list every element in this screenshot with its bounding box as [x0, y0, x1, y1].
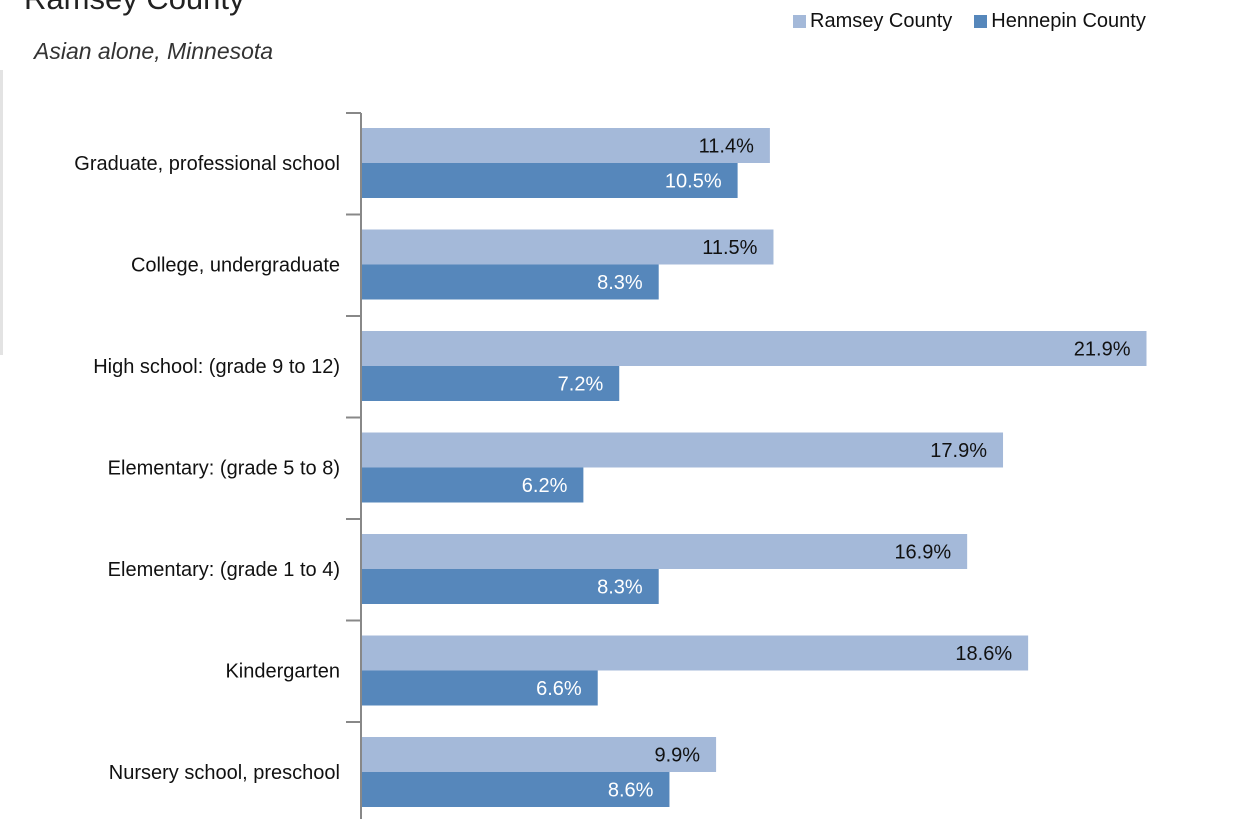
bar-ramsey-4 [361, 534, 968, 569]
category-label-5: Kindergarten [225, 661, 340, 683]
legend-swatch-ramsey [793, 15, 806, 28]
bar-ramsey-1 [361, 229, 774, 265]
value-label-ramsey-0: 11.4% [699, 136, 754, 158]
window-edge [0, 70, 3, 355]
category-label-3: Elementary: (grade 5 to 8) [108, 458, 340, 480]
bar-hennepin-0 [361, 163, 738, 198]
legend-entry-ramsey: Ramsey County [793, 10, 952, 33]
bar-hennepin-4 [361, 569, 659, 604]
bar-ramsey-3 [361, 432, 1004, 468]
value-label-ramsey-4: 16.9% [894, 542, 951, 564]
legend-label-hennepin: Hennepin County [991, 10, 1146, 32]
legend-label-ramsey: Ramsey County [810, 10, 953, 32]
bar-hennepin-3 [361, 467, 584, 503]
legend-swatch-hennepin [974, 15, 988, 28]
value-label-ramsey-6: 9.9% [654, 745, 700, 767]
category-label-2: High school: (grade 9 to 12) [93, 356, 340, 378]
value-label-hennepin-5: 6.6% [536, 678, 582, 700]
value-label-hennepin-6: 8.6% [608, 780, 654, 802]
value-label-hennepin-4: 8.3% [597, 577, 643, 599]
chart-legend: Ramsey County Hennepin County [793, 10, 1146, 33]
bar-hennepin-5 [361, 670, 598, 706]
value-label-ramsey-3: 17.9% [930, 440, 987, 462]
value-label-hennepin-1: 8.3% [597, 272, 643, 294]
chart-title: Ramsey County [24, 0, 245, 14]
bars-layer [361, 128, 1147, 807]
value-label-ramsey-1: 11.5% [702, 237, 757, 259]
legend-entry-hennepin: Hennepin County [974, 10, 1146, 33]
category-label-0: Graduate, professional school [74, 153, 340, 175]
bar-hennepin-2 [361, 366, 620, 401]
bar-ramsey-2 [361, 331, 1147, 366]
chart-subtitle: Asian alone, Minnesota [34, 38, 274, 64]
value-label-ramsey-2: 21.9% [1074, 339, 1131, 361]
bar-ramsey-6 [361, 737, 717, 772]
bar-ramsey-0 [361, 128, 770, 163]
bar-ramsey-5 [361, 635, 1029, 671]
bar-hennepin-1 [361, 264, 659, 300]
category-label-1: College, undergraduate [131, 255, 340, 277]
value-label-hennepin-2: 7.2% [558, 374, 604, 396]
category-label-6: Nursery school, preschool [109, 762, 340, 784]
bar-hennepin-6 [361, 772, 670, 807]
value-label-ramsey-5: 18.6% [955, 643, 1012, 665]
value-label-hennepin-0: 10.5% [665, 171, 722, 193]
axis-layer [346, 112, 362, 819]
category-label-4: Elementary: (grade 1 to 4) [108, 559, 340, 581]
value-label-hennepin-3: 6.2% [522, 475, 568, 497]
labels-layer: 11.4% 10.5% Graduate, professional school 1… [74, 136, 1130, 802]
